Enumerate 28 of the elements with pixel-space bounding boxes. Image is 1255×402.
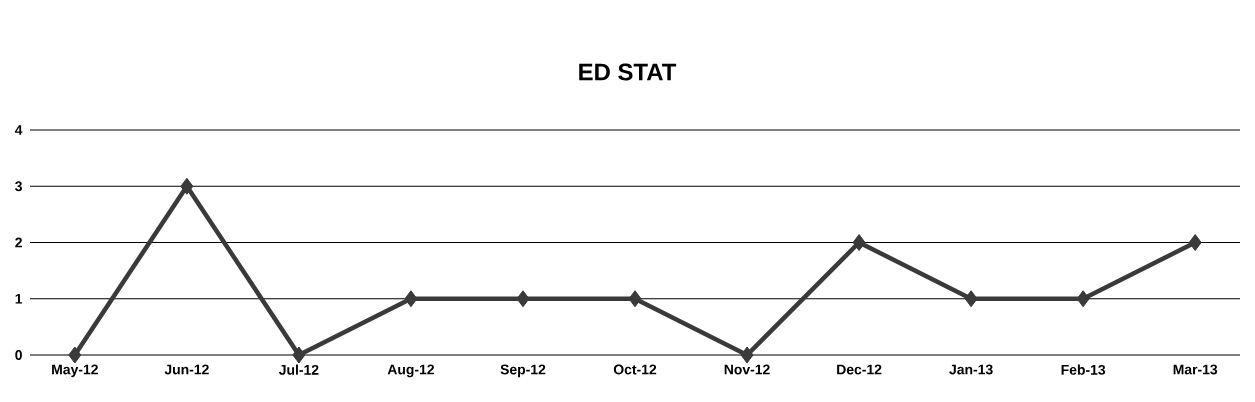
x-tick-label: Jan-13: [949, 364, 993, 375]
x-tick-label: Jul-12: [278, 364, 319, 375]
x-tick-label: Dec-12: [837, 364, 882, 375]
point: [964, 290, 978, 308]
x-tick-label: Sep-12: [500, 364, 546, 378]
point: [740, 346, 754, 364]
point: [1076, 290, 1090, 308]
x-tick-label: Nov-12: [724, 364, 770, 375]
point: [852, 234, 866, 251]
y-tick-label: 3: [15, 181, 22, 192]
point: [628, 290, 642, 308]
point: [1188, 234, 1202, 251]
x-tick-label: Mar-13: [1173, 364, 1218, 375]
chart-title: ED STAT: [579, 63, 677, 81]
x-tick-label: Oct-12: [613, 364, 657, 375]
x-tick-label: Aug-12: [387, 364, 435, 378]
y-tick-label: 1: [15, 293, 23, 304]
x-tick-label: May-12: [52, 364, 98, 378]
y-tick-label: 2: [15, 237, 22, 248]
point: [404, 290, 418, 308]
x-tick-label: Feb-13: [1061, 364, 1106, 375]
point: [68, 346, 82, 364]
point: [292, 346, 306, 364]
y-tick-label: 4: [14, 125, 23, 135]
x-tick-label: Jun-12: [164, 364, 209, 375]
y-tick-label: 0: [15, 350, 22, 360]
point: [516, 290, 530, 308]
point: [180, 177, 194, 195]
